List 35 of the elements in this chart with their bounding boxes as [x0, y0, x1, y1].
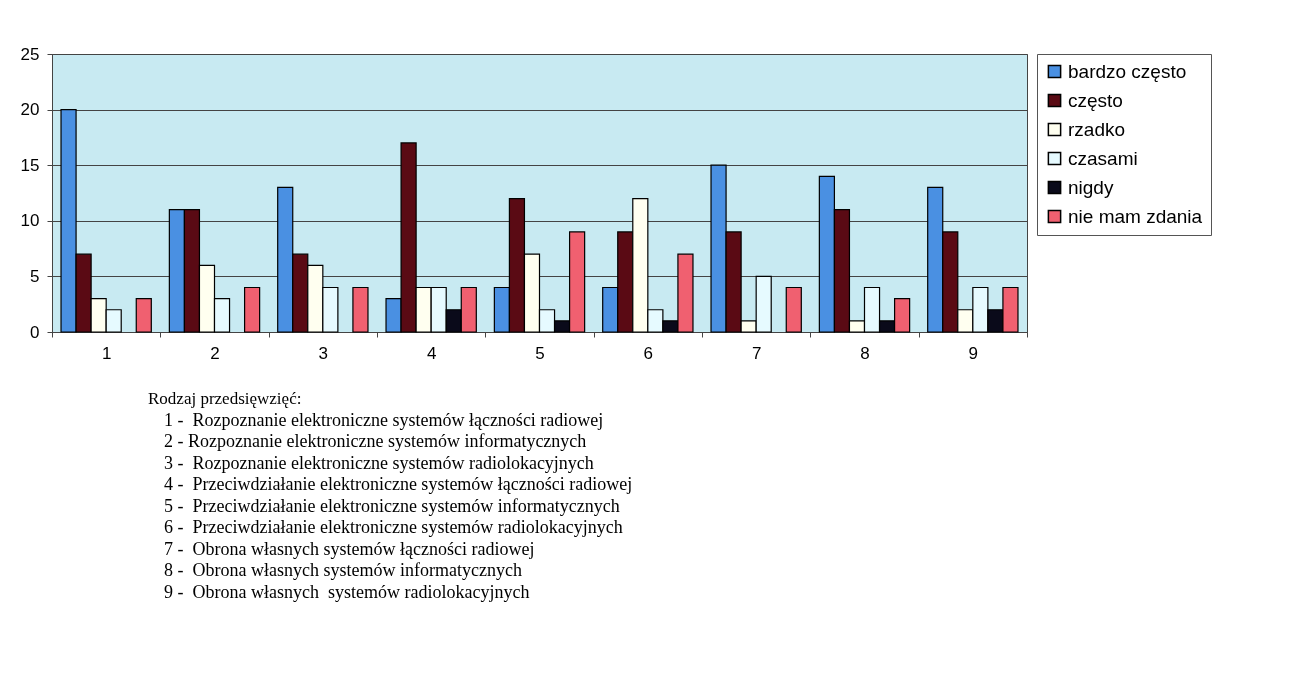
bar [352, 286, 369, 333]
text: 4 - Przeciwdziałanie elektroniczne systemów łączności radiowej [163, 474, 634, 496]
legend-label: nie mam zdania [1068, 205, 1203, 227]
legend-label: bardzo często [1068, 60, 1187, 82]
x-tick-label: 7 [751, 343, 762, 363]
bar [243, 286, 261, 333]
text: 2 - Rozpoznanie elektroniczne systemów informatycznych [163, 431, 588, 453]
text: 1 - Rozpoznanie elektroniczne systemów łączności radiowej [163, 409, 605, 431]
bar [135, 298, 152, 333]
x-tick-label: 2 [210, 343, 220, 363]
x-tick-label: 6 [643, 343, 654, 363]
legend-label: czasami [1068, 147, 1138, 169]
legend-label: często [1068, 89, 1123, 111]
x-tick-label: 9 [968, 343, 979, 363]
y-tick-label: 5 [30, 266, 40, 286]
x-tick-label: 1 [101, 343, 112, 363]
bar [785, 286, 802, 333]
y-tick-label: 10 [20, 211, 40, 231]
x-tick-label: 8 [860, 343, 870, 363]
text: 5 - Przeciwdziałanie elektroniczne systemów informatycznych [163, 495, 621, 517]
y-tick-label: 25 [20, 44, 40, 64]
x-tick-label: 4 [426, 343, 437, 363]
text: 3 - Rozpoznanie elektroniczne systemów radiolokacyjnych [163, 452, 595, 474]
text: 7 - Obrona własnych systemów łączności radiowej [163, 538, 536, 560]
x-tick-label: 5 [535, 343, 545, 363]
legend-label: nigdy [1068, 176, 1114, 198]
text: 9 - Obrona własnych systemów radiolokacyjnych [163, 581, 531, 603]
y-tick-label: 0 [30, 322, 40, 342]
text: 6 - Przeciwdziałanie elektroniczne systemów radiolokacyjnych [163, 517, 624, 539]
text: Rodzaj przedsięwzięć: [148, 388, 303, 410]
y-tick-label: 15 [20, 155, 40, 175]
text: 8 - Obrona własnych systemów informatycznych [163, 560, 523, 582]
x-tick-label: 3 [318, 343, 329, 363]
legend-label: rzadko [1068, 118, 1126, 140]
y-tick-label: 20 [20, 100, 40, 120]
